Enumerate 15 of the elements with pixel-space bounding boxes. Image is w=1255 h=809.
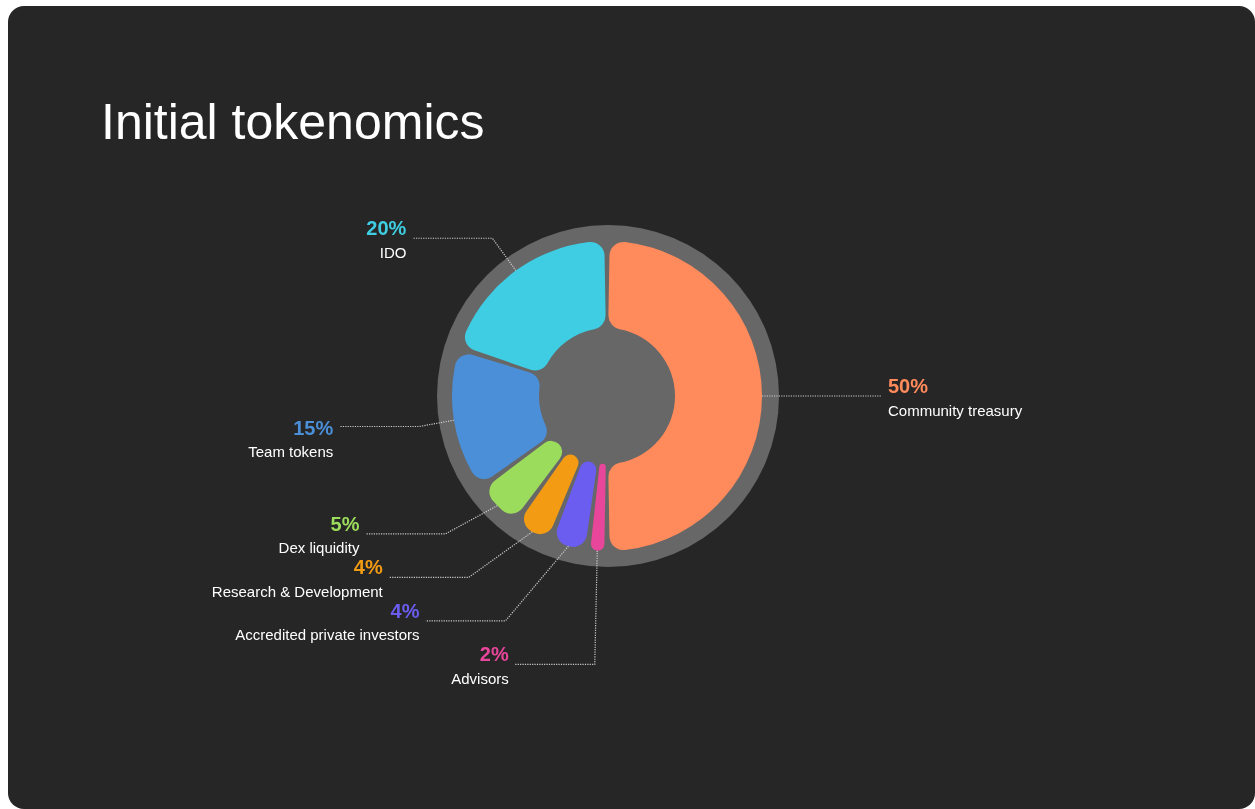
slice-label: Team tokens bbox=[248, 443, 334, 460]
chart-title: Initial tokenomics bbox=[101, 94, 485, 150]
data-label: 20% bbox=[366, 217, 407, 240]
data-label: 4% bbox=[390, 599, 420, 622]
slice-label: Advisors bbox=[451, 669, 509, 687]
slice-label: Accredited private investors bbox=[235, 626, 420, 644]
data-label: 15% bbox=[293, 416, 334, 439]
slice-label: Research & Development bbox=[211, 582, 384, 600]
data-label: 4% bbox=[353, 556, 383, 579]
data-label: 50% bbox=[888, 375, 929, 397]
slice-label: IDO bbox=[379, 243, 407, 261]
data-label: 5% bbox=[330, 512, 360, 535]
data-label: 2% bbox=[479, 643, 509, 666]
slice-label: Community treasury bbox=[888, 401, 1023, 419]
slice-label: Dex liquidity bbox=[278, 539, 360, 557]
